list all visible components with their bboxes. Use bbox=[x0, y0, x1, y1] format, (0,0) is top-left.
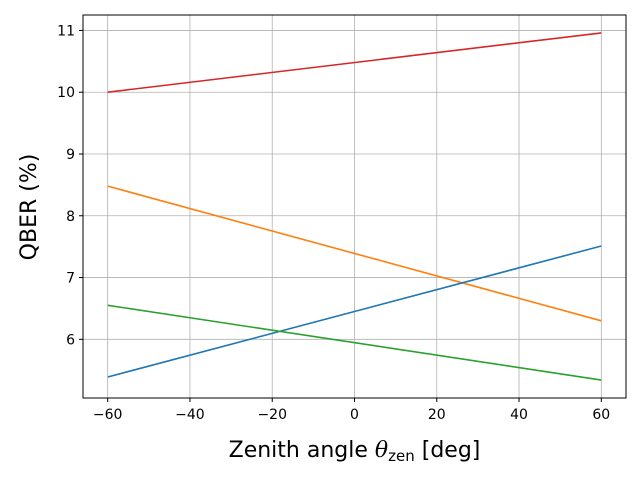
y-tick-label: 6 bbox=[66, 332, 75, 348]
y-tick-label: 9 bbox=[66, 147, 75, 163]
x-axis-label-sub: zen bbox=[388, 447, 415, 465]
grid bbox=[83, 15, 626, 398]
y-axis-label: QBER (%) bbox=[17, 154, 42, 261]
x-tick-label: −20 bbox=[257, 407, 287, 423]
x-tick-label: 40 bbox=[510, 407, 528, 423]
x-tick-label: 20 bbox=[428, 407, 446, 423]
y-tick-label: 11 bbox=[57, 23, 75, 39]
y-tick-label: 10 bbox=[57, 85, 75, 101]
x-axis-label-theta: θ bbox=[375, 438, 388, 463]
x-axis-label-main: Zenith angle bbox=[229, 438, 375, 463]
x-tick-label: 0 bbox=[350, 407, 359, 423]
x-tick-label: 60 bbox=[592, 407, 610, 423]
x-axis: −60 −40 −20 0 20 40 60 bbox=[93, 398, 610, 423]
series-lines bbox=[107, 32, 602, 381]
y-tick-label: 8 bbox=[66, 209, 75, 225]
x-axis-label-unit: [deg] bbox=[415, 438, 481, 463]
x-tick-label: −60 bbox=[93, 407, 123, 423]
y-tick-label: 7 bbox=[66, 271, 75, 287]
x-axis-label: Zenith angle θzen [deg] bbox=[229, 438, 481, 465]
series-line-1 bbox=[107, 32, 602, 93]
y-axis: 6 7 8 9 10 11 bbox=[57, 23, 83, 348]
x-tick-label: −40 bbox=[175, 407, 205, 423]
series-line-4 bbox=[107, 304, 602, 381]
series-line-2 bbox=[107, 185, 602, 322]
series-line-3 bbox=[107, 245, 602, 378]
